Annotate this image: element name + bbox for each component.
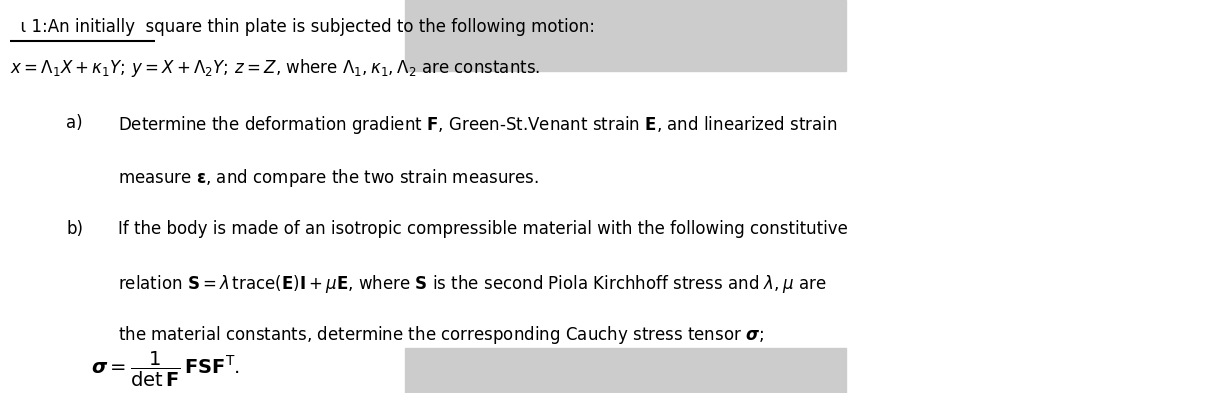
- Text: relation $\mathbf{S} = \lambda\,\mathrm{trace}(\mathbf{E})\mathbf{I} + \mu\mathb: relation $\mathbf{S} = \lambda\,\mathrm{…: [118, 273, 827, 295]
- Text: $\boldsymbol{\sigma} = \dfrac{1}{\det\mathbf{F}}\,\mathbf{FSF}^{\mathrm{T}}.$: $\boldsymbol{\sigma} = \dfrac{1}{\det\ma…: [91, 350, 239, 389]
- Text: Determine the deformation gradient $\mathbf{F}$, Green-St.Venant strain $\mathbf: Determine the deformation gradient $\mat…: [118, 114, 838, 136]
- Text: the material constants, determine the corresponding Cauchy stress tensor $\bolds: the material constants, determine the co…: [118, 324, 764, 346]
- Text: measure $\boldsymbol{\varepsilon}$, and compare the two strain measures.: measure $\boldsymbol{\varepsilon}$, and …: [118, 167, 539, 189]
- Text: If the body is made of an isotropic compressible material with the following con: If the body is made of an isotropic comp…: [118, 220, 849, 238]
- Text: a): a): [66, 114, 83, 132]
- Bar: [405, 348, 846, 393]
- Bar: [405, 0, 846, 71]
- Text: $x = \Lambda_1 X + \kappa_1 Y;\, y = X + \Lambda_2 Y;\, z = Z$, where $\Lambda_1: $x = \Lambda_1 X + \kappa_1 Y;\, y = X +…: [10, 57, 540, 79]
- Text: ι 1:An initially  square thin plate is subjected to the following motion:: ι 1:An initially square thin plate is su…: [10, 18, 595, 36]
- Text: b): b): [66, 220, 83, 238]
